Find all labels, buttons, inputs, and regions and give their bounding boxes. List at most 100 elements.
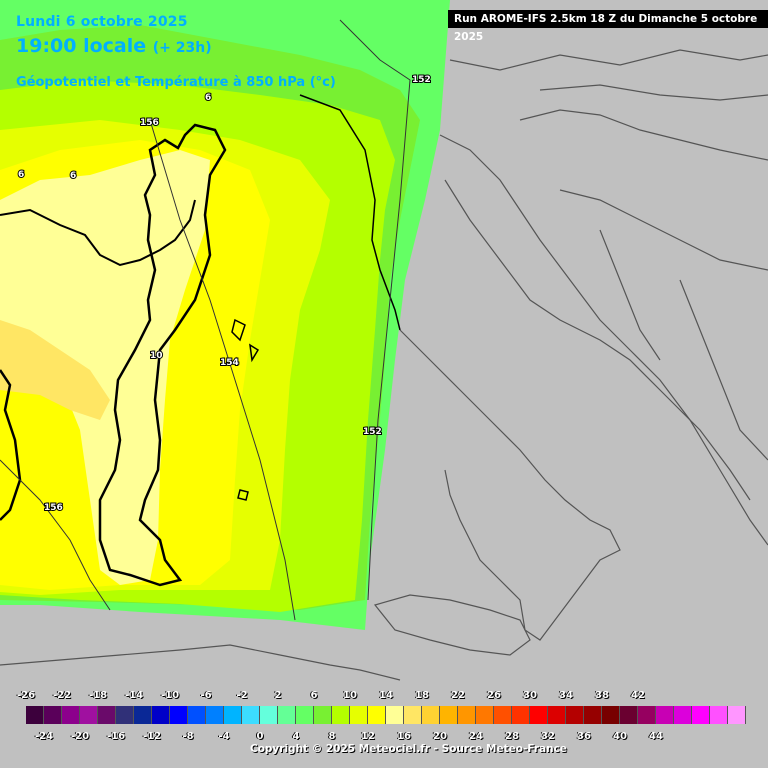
color-scale-cell	[314, 706, 332, 724]
legend-tick-label: 8	[328, 731, 336, 742]
legend-tick-label: 42	[631, 690, 645, 701]
legend-tick-label: -12	[142, 731, 162, 742]
color-scale-cell	[638, 706, 656, 724]
legend-tick-label: 38	[595, 690, 609, 701]
elba-islands	[231, 318, 260, 501]
legend-tick-label: -6	[200, 690, 212, 701]
contour-label-156-north: 156	[140, 118, 159, 128]
color-scale-cell	[260, 706, 278, 724]
legend-tick-label: 16	[397, 731, 411, 742]
color-scale-cell	[440, 706, 458, 724]
legend-tick-label: 2	[274, 690, 282, 701]
temp-band-14	[0, 150, 210, 585]
contour-label-temp-6-b: 6	[18, 170, 24, 180]
contour-label-154: 154	[220, 358, 239, 368]
color-scale-cell	[206, 706, 224, 724]
color-scale-cell	[80, 706, 98, 724]
color-scale-cell	[476, 706, 494, 724]
color-scale-cell	[368, 706, 386, 724]
color-scale-cell	[350, 706, 368, 724]
corsica-sardinia-coastline	[98, 123, 227, 587]
color-scale-cell	[44, 706, 62, 724]
north-africa-coast	[0, 644, 401, 681]
legend-tick-label: 0	[256, 731, 264, 742]
contour-label-156-south: 156	[44, 503, 63, 513]
color-scale-cell	[728, 706, 746, 724]
color-scale-cell	[548, 706, 566, 724]
legend-tick-label: 40	[613, 731, 627, 742]
legend-tick-label: -16	[106, 731, 126, 742]
forecast-time: 19:00 locale (+ 23h)	[16, 35, 212, 57]
geopotential-contour-154	[149, 119, 296, 621]
color-scale-cell	[512, 706, 530, 724]
color-scale-cell	[116, 706, 134, 724]
color-scale-cell	[278, 706, 296, 724]
legend-tick-label: -8	[182, 731, 194, 742]
contour-label-temp-6-a: 6	[205, 93, 211, 103]
forecast-local-time: 19:00 locale	[16, 35, 147, 57]
color-scale-cell	[584, 706, 602, 724]
legend-tick-label: 30	[523, 690, 537, 701]
adriatic-coast	[444, 179, 751, 501]
color-scale-cell	[620, 706, 638, 724]
legend-tick-label: 14	[379, 690, 393, 701]
color-scale-cell	[188, 706, 206, 724]
legend-tick-label: 34	[559, 690, 573, 701]
geopotential-contour-152	[339, 19, 411, 601]
legend-tick-label: -2	[236, 690, 248, 701]
color-scale-cell	[134, 706, 152, 724]
color-scale-cell	[692, 706, 710, 724]
run-info-banner: Run AROME-IFS 2.5km 18 Z du Dimanche 5 o…	[448, 10, 768, 43]
color-scale-cell	[494, 706, 512, 724]
italy-coastline-domain	[299, 94, 401, 331]
legend-tick-label: 28	[505, 731, 519, 742]
color-scale-cell	[242, 706, 260, 724]
forecast-date: Lundi 6 octobre 2025	[16, 14, 188, 30]
temperature-color-scale	[26, 706, 746, 724]
color-scale-cell	[404, 706, 422, 724]
legend-tick-label: 20	[433, 731, 447, 742]
legend-tick-label: 26	[487, 690, 501, 701]
color-scale-cell	[224, 706, 242, 724]
contour-label-152-north: 152	[412, 75, 431, 85]
color-scale-cell	[656, 706, 674, 724]
legend-tick-label: 32	[541, 731, 555, 742]
color-scale-cell	[98, 706, 116, 724]
legend-tick-label: 18	[415, 690, 429, 701]
contour-label-temp-10: 10	[150, 351, 163, 361]
legend-tick-label: -18	[88, 690, 108, 701]
color-scale-cell	[296, 706, 314, 724]
legend-tick-label: -4	[218, 731, 230, 742]
contour-label-152-south: 152	[363, 427, 382, 437]
temp-band-15	[0, 320, 110, 420]
legend-tick-label: -14	[124, 690, 144, 701]
color-scale-cell	[710, 706, 728, 724]
geopotential-contour-156	[0, 459, 111, 611]
color-scale-cell	[458, 706, 476, 724]
legend-tick-label: -10	[160, 690, 180, 701]
italy-peninsula-outline	[399, 329, 621, 641]
color-scale-cell	[26, 706, 44, 724]
contour-label-temp-6-c: 6	[70, 171, 76, 181]
forecast-parameter: Géopotentiel et Température à 850 hPa (°…	[16, 75, 336, 90]
legend-tick-label: 6	[310, 690, 318, 701]
color-scale-cell	[674, 706, 692, 724]
sicily-outline	[373, 594, 531, 656]
legend-tick-label: 22	[451, 690, 465, 701]
legend-tick-label: 10	[343, 690, 357, 701]
french-coastline	[0, 199, 196, 267]
legend-tick-label: 24	[469, 731, 483, 742]
legend-tick-label: 44	[649, 731, 663, 742]
color-scale-cell	[332, 706, 350, 724]
legend-tick-label: 12	[361, 731, 375, 742]
color-scale-cell	[386, 706, 404, 724]
legend-tick-label: -26	[16, 690, 36, 701]
legend-tick-label: 4	[292, 731, 300, 742]
copyright-notice: Copyright © 2025 Meteociel.fr - Source M…	[250, 743, 567, 755]
legend-tick-label: -24	[34, 731, 54, 742]
spain-coastline	[0, 369, 22, 521]
legend-tick-label: 36	[577, 731, 591, 742]
forecast-lead-time: (+ 23h)	[152, 40, 212, 56]
